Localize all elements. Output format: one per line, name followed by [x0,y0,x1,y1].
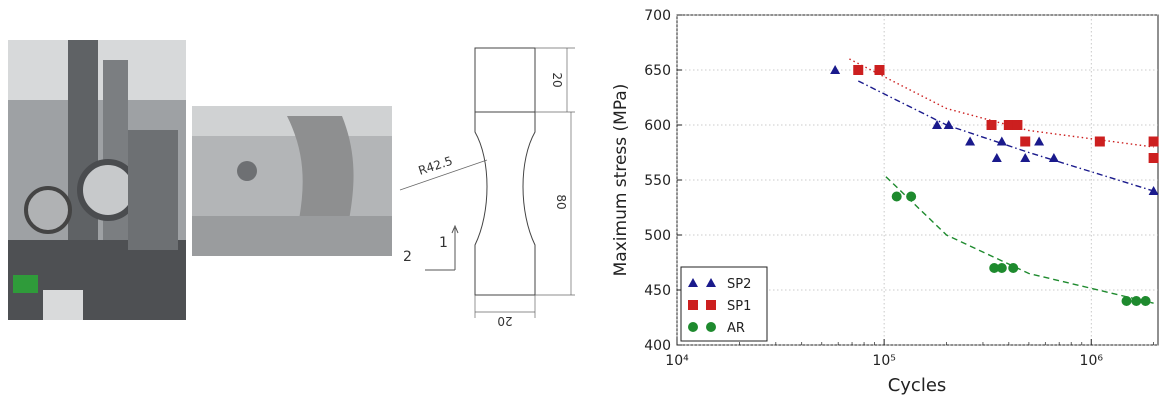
legend-label-sp1: SP1 [727,299,751,314]
point-sp1 [986,120,997,130]
legend-marker-sp2 [706,278,716,287]
point-sp1 [874,65,885,75]
point-sp1 [1148,153,1159,163]
y-tick-label: 700 [644,8,671,24]
point-sp1 [853,65,864,75]
y-tick-label: 400 [644,338,671,354]
dim-length-label: 80 [554,194,568,209]
legend-marker-sp2 [688,278,698,287]
y-axis-label: Maximum stress (MPa) [611,84,631,277]
point-ar [1140,296,1151,306]
legend-marker-sp1 [706,300,716,310]
point-sp1 [1094,136,1105,147]
point-sp2 [1034,136,1045,146]
point-sp2 [996,136,1007,146]
point-ar [1131,296,1142,306]
legend: SP2 SP1 AR [680,266,768,342]
point-sp2 [830,65,841,74]
fit-line-sp1 [849,58,1154,148]
point-sp2 [1148,186,1159,195]
point-sp2 [991,153,1002,162]
point-ar [989,263,1000,273]
point-ar [1008,263,1019,273]
test-machine-photo [8,40,186,320]
point-sp1 [1020,136,1031,147]
x-tick-label: 10⁴ [665,353,689,369]
specimen-drawing: R42.5 20 80 20 1 2 [399,47,575,328]
point-sp2 [1020,153,1031,162]
y-tick-label: 600 [644,118,671,134]
fit-line-ar [885,176,1154,304]
sn-chart: 400 450 500 550 600 650 700 10⁴ 10⁵ 10⁶ Cycles Ma… [611,8,1159,396]
point-sp1 [1012,120,1023,130]
point-sp1 [1148,136,1159,147]
specimen-closeup-photo [192,106,392,256]
radius-label: R42.5 [417,154,455,178]
point-ar [891,191,902,202]
point-ar [1121,296,1132,306]
point-sp1 [1003,120,1014,130]
legend-label-ar: AR [727,321,745,336]
legend-marker-ar [688,322,698,332]
x-axis-label: Cycles [888,375,947,396]
point-sp2 [943,120,954,129]
point-ar [996,263,1007,273]
y-tick-label: 650 [644,63,671,79]
x-tick-label: 10⁶ [1080,353,1104,369]
axis-2-label: 2 [403,249,412,265]
y-tick-label: 550 [644,173,671,189]
point-ar [906,191,917,202]
point-sp2 [932,120,943,129]
legend-marker-sp1 [688,300,698,310]
x-tick-label: 10⁵ [872,353,895,369]
axis-1-label: 1 [439,235,448,251]
y-tick-label: 450 [644,283,671,299]
y-tick-label: 500 [644,228,671,244]
legend-marker-ar [706,322,716,332]
point-sp2 [1048,153,1059,162]
dim-width-label: 20 [497,314,512,328]
point-sp2 [965,136,976,146]
legend-label-sp2: SP2 [727,277,751,292]
dim-top-label: 20 [550,72,564,87]
